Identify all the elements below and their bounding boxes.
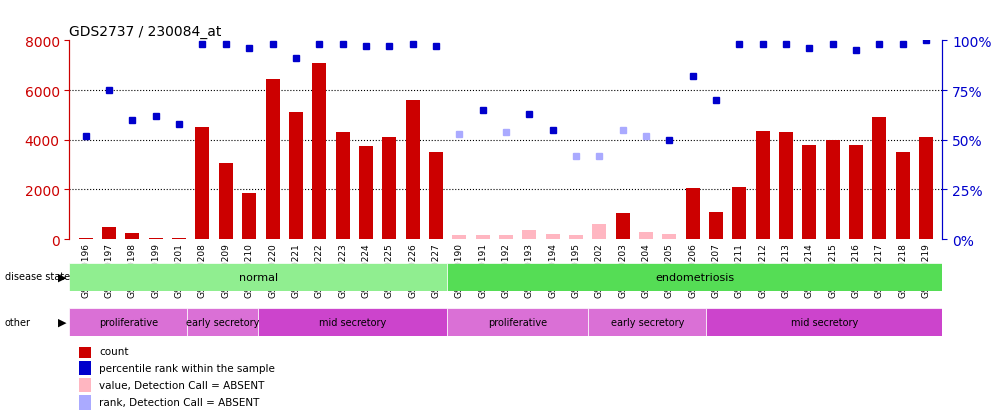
Bar (546, 235, 559, 240)
Bar (78, 238, 93, 240)
Text: early secretory: early secretory (186, 318, 260, 328)
Bar (149, 238, 163, 240)
Bar (266, 80, 280, 240)
Bar (312, 64, 326, 240)
Bar (919, 138, 933, 240)
Bar (616, 214, 630, 240)
Bar (258, 309, 447, 337)
Text: ▶: ▶ (58, 272, 66, 282)
Bar (849, 145, 863, 240)
Text: GDS2737 / 230084_at: GDS2737 / 230084_at (69, 25, 222, 39)
Bar (447, 263, 942, 291)
Bar (125, 233, 140, 240)
Text: proliferative: proliferative (99, 318, 158, 328)
Text: endometriosis: endometriosis (655, 272, 734, 282)
Bar (335, 133, 349, 240)
Bar (685, 189, 699, 240)
Bar (69, 309, 187, 337)
Text: other: other (5, 317, 31, 327)
Bar (592, 225, 606, 240)
Bar (242, 194, 256, 240)
Bar (499, 236, 513, 240)
Bar (756, 132, 770, 240)
Text: mid secretory: mid secretory (319, 318, 386, 328)
Text: mid secretory: mid secretory (791, 318, 858, 328)
Bar (732, 188, 746, 240)
Bar (872, 118, 887, 240)
Text: rank, Detection Call = ABSENT: rank, Detection Call = ABSENT (99, 397, 260, 407)
Bar (452, 236, 466, 240)
Bar (102, 227, 116, 240)
Bar (825, 140, 839, 240)
Text: proliferative: proliferative (488, 318, 548, 328)
Bar (79, 378, 91, 392)
Text: normal: normal (239, 272, 278, 282)
Bar (639, 232, 653, 240)
Text: ▶: ▶ (58, 317, 66, 327)
Bar (173, 238, 186, 240)
Bar (569, 236, 583, 240)
Bar (896, 153, 910, 240)
Bar (289, 113, 303, 240)
Bar (406, 101, 420, 240)
Bar (195, 128, 209, 240)
Bar (475, 236, 490, 240)
Bar (522, 231, 537, 240)
Text: early secretory: early secretory (611, 318, 684, 328)
Bar (359, 147, 373, 240)
Bar (588, 309, 706, 337)
Bar (79, 395, 91, 410)
Bar (803, 145, 816, 240)
Bar (663, 235, 677, 240)
Text: disease state: disease state (5, 272, 70, 282)
Bar (429, 153, 442, 240)
Bar (79, 361, 91, 375)
Bar (779, 133, 793, 240)
Text: count: count (99, 346, 129, 356)
Bar (219, 164, 233, 240)
Bar (706, 309, 942, 337)
Bar (79, 344, 91, 358)
Bar (187, 309, 258, 337)
Bar (382, 138, 396, 240)
Text: percentile rank within the sample: percentile rank within the sample (99, 363, 275, 373)
Bar (69, 263, 447, 291)
Bar (709, 212, 723, 240)
Bar (447, 309, 588, 337)
Text: value, Detection Call = ABSENT: value, Detection Call = ABSENT (99, 380, 265, 390)
